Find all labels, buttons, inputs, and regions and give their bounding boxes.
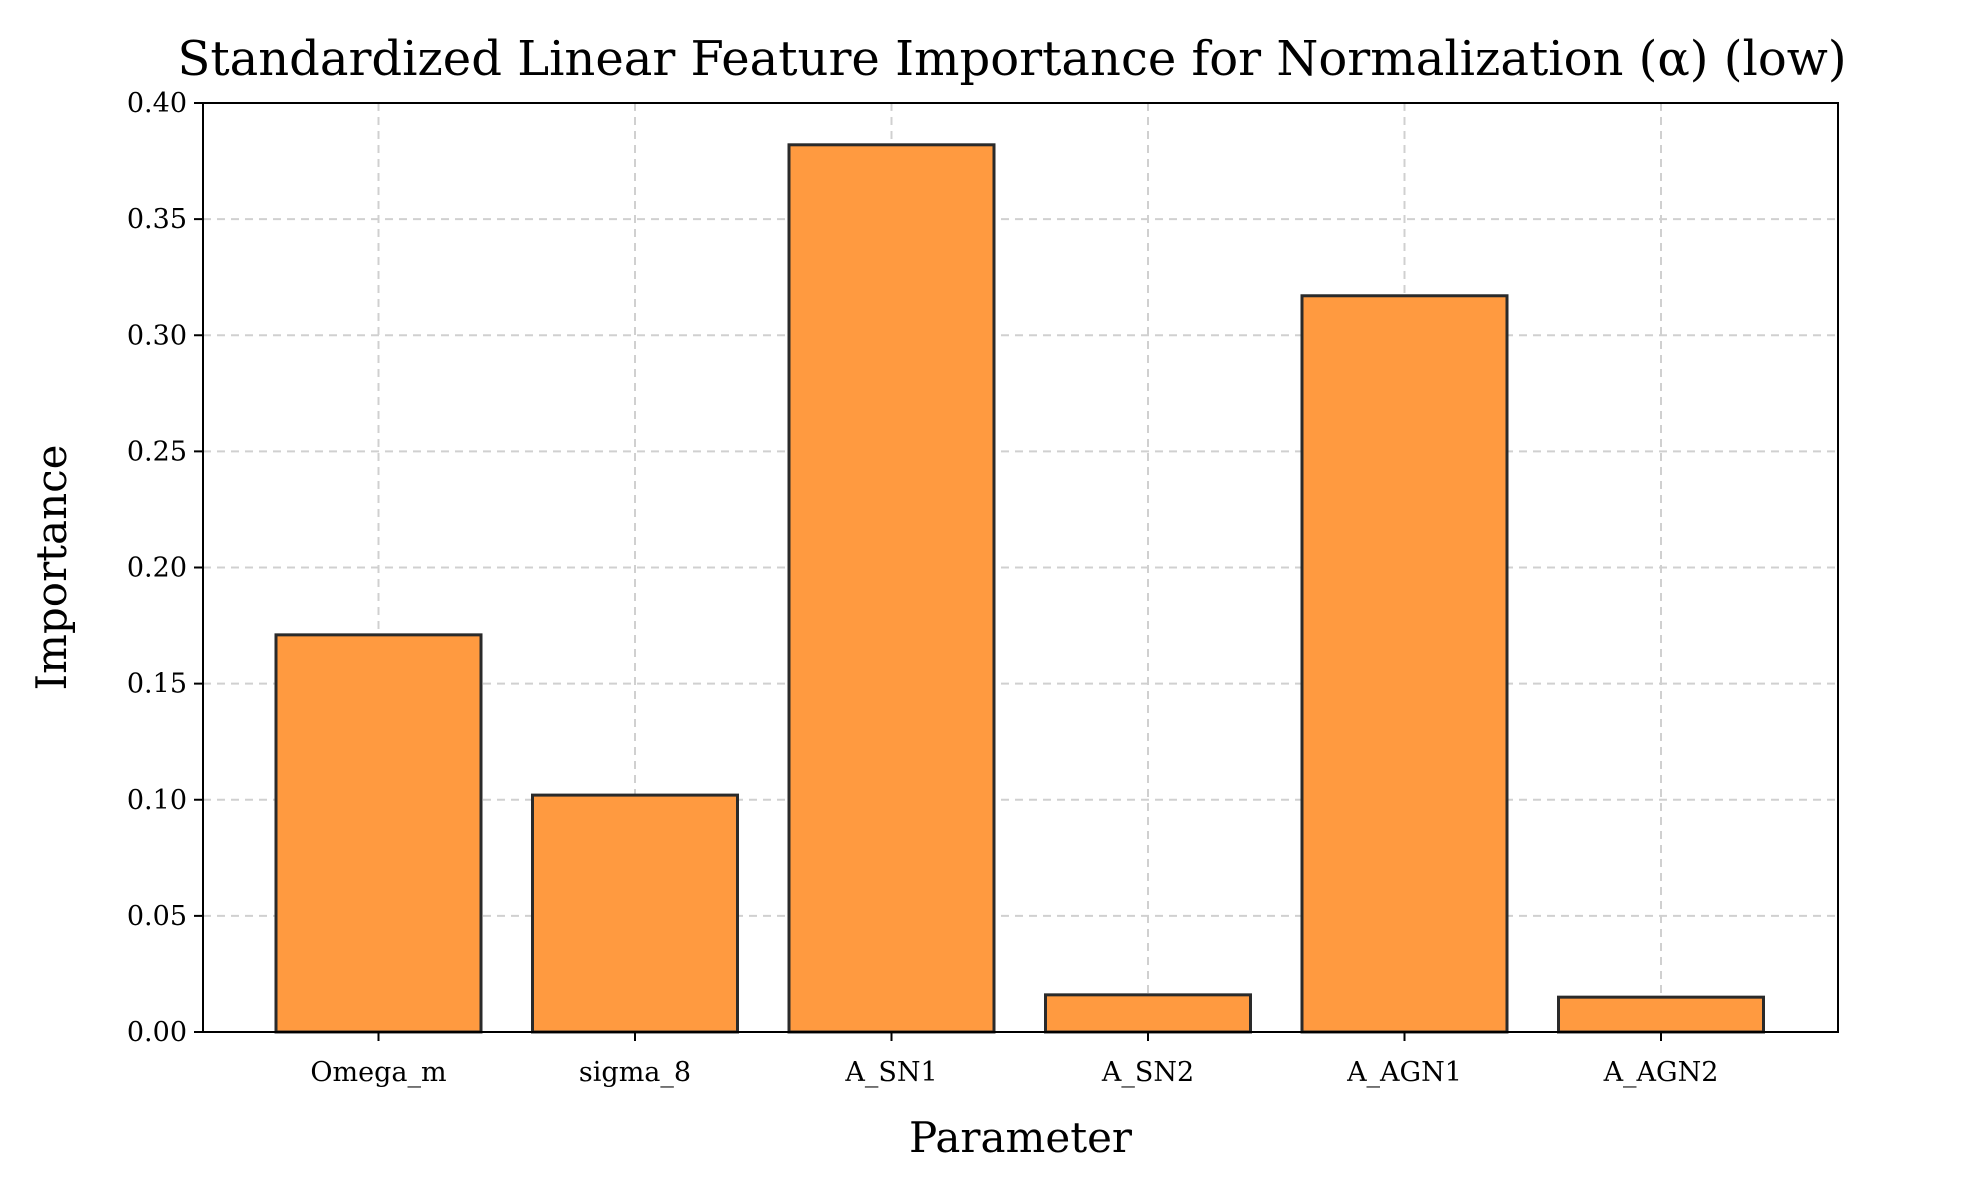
bar-a-sn1	[787, 143, 996, 1034]
y-tick-label: 0.40	[127, 88, 187, 119]
x-axis: Omega_m sigma_8 A_SN1 A_SN2 A_AGN1 A_AGN2	[310, 1032, 1718, 1088]
bars	[274, 143, 1765, 1034]
x-axis-label: Parameter	[909, 1113, 1133, 1162]
bar-omega-m	[274, 633, 483, 1034]
bar-a-agn1	[1300, 294, 1509, 1034]
x-tick-label: A_AGN2	[1603, 1057, 1719, 1088]
y-tick-label: 0.35	[127, 204, 187, 235]
y-axis-label: Importance	[27, 444, 76, 690]
y-tick-label: 0.05	[127, 901, 187, 932]
bar-sigma-8	[531, 793, 739, 1034]
y-tick-label: 0.10	[127, 785, 187, 816]
chart-title: Standardized Linear Feature Importance f…	[177, 31, 1846, 87]
x-tick-label: A_AGN1	[1346, 1057, 1462, 1088]
y-tick-label: 0.20	[127, 553, 187, 584]
bar-a-agn2	[1557, 995, 1765, 1034]
y-tick-label: 0.00	[127, 1017, 187, 1048]
x-tick-label: Omega_m	[310, 1057, 446, 1088]
y-axis: 0.00 0.05 0.10 0.15 0.20 0.25 0.30 0.35 0.40	[127, 88, 203, 1048]
x-tick-label: A_SN1	[844, 1057, 937, 1088]
x-tick-label: A_SN2	[1101, 1057, 1194, 1088]
x-tick-label: sigma_8	[579, 1057, 691, 1088]
y-tick-label: 0.30	[127, 320, 187, 351]
y-tick-label: 0.15	[127, 669, 187, 700]
y-tick-label: 0.25	[127, 436, 187, 467]
bar-a-sn2	[1044, 993, 1252, 1034]
